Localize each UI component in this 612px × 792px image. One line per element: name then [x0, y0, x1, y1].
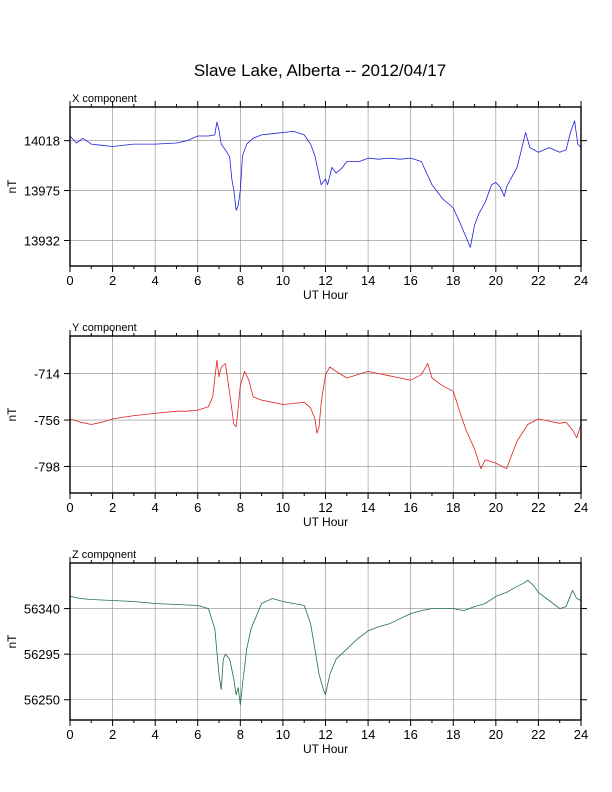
x-tick-label: 14	[361, 273, 375, 288]
x-tick-label: 24	[574, 500, 588, 515]
panel-title: Y component	[72, 322, 137, 334]
x-tick-label: 8	[237, 727, 244, 742]
plot-frame	[69, 106, 582, 267]
x-tick-label: 24	[574, 273, 588, 288]
page-title: Slave Lake, Alberta -- 2012/04/17	[194, 61, 446, 80]
x-tick-label: 10	[276, 500, 290, 515]
y-axis-label: nT	[5, 179, 19, 194]
x-tick-label: 6	[194, 500, 201, 515]
x-tick-label: 6	[194, 727, 201, 742]
x-tick-label: 0	[66, 273, 73, 288]
series-line	[69, 579, 582, 706]
x-tick-label: 22	[531, 727, 545, 742]
x-tick-label: 22	[531, 500, 545, 515]
panel-title: X component	[72, 93, 137, 105]
y-tick-label: 56295	[24, 647, 60, 662]
x-tick-label: 16	[403, 727, 417, 742]
x-tick-label: 20	[489, 273, 503, 288]
x-tick-label: 8	[237, 273, 244, 288]
x-tick-label: 14	[361, 500, 375, 515]
x-tick-label: 18	[446, 500, 460, 515]
x-tick-label: 4	[152, 500, 159, 515]
panel-title: Z component	[72, 549, 136, 561]
x-tick-label: 6	[194, 273, 201, 288]
x-tick-label: 2	[109, 727, 116, 742]
y-tick-label: 56340	[24, 602, 60, 617]
x-tick-label: 2	[109, 273, 116, 288]
y-axis-label: nT	[5, 407, 19, 422]
x-tick-label: 20	[489, 500, 503, 515]
x-tick-label: 20	[489, 727, 503, 742]
x-tick-label: 12	[318, 727, 332, 742]
x-tick-label: 0	[66, 727, 73, 742]
x-axis-label: UT Hour	[303, 742, 348, 756]
x-tick-label: 18	[446, 727, 460, 742]
x-tick-label: 16	[403, 273, 417, 288]
x-axis-label: UT Hour	[303, 515, 348, 529]
y-tick-label: -798	[34, 459, 60, 474]
x-tick-label: 14	[361, 727, 375, 742]
x-tick-label: 0	[66, 500, 73, 515]
y-tick-label: 56250	[24, 693, 60, 708]
x-tick-label: 4	[152, 273, 159, 288]
x-tick-label: 4	[152, 727, 159, 742]
y-tick-label: 13975	[24, 184, 60, 199]
x-tick-label: 2	[109, 500, 116, 515]
x-tick-label: 16	[403, 500, 417, 515]
y-axis-label: nT	[5, 634, 19, 649]
y-tick-label: -714	[34, 367, 60, 382]
x-tick-label: 22	[531, 273, 545, 288]
y-tick-label: 14018	[24, 134, 60, 149]
y-tick-label: -756	[34, 413, 60, 428]
series-line	[69, 120, 582, 248]
x-tick-label: 24	[574, 727, 588, 742]
x-tick-label: 10	[276, 273, 290, 288]
x-tick-label: 8	[237, 500, 244, 515]
x-tick-label: 18	[446, 273, 460, 288]
plot-frame	[69, 335, 582, 494]
x-tick-label: 12	[318, 500, 332, 515]
y-tick-label: 13932	[24, 233, 60, 248]
x-axis-label: UT Hour	[303, 288, 348, 302]
series-line	[69, 359, 582, 470]
x-tick-label: 10	[276, 727, 290, 742]
plot-frame	[69, 562, 582, 721]
x-tick-label: 12	[318, 273, 332, 288]
